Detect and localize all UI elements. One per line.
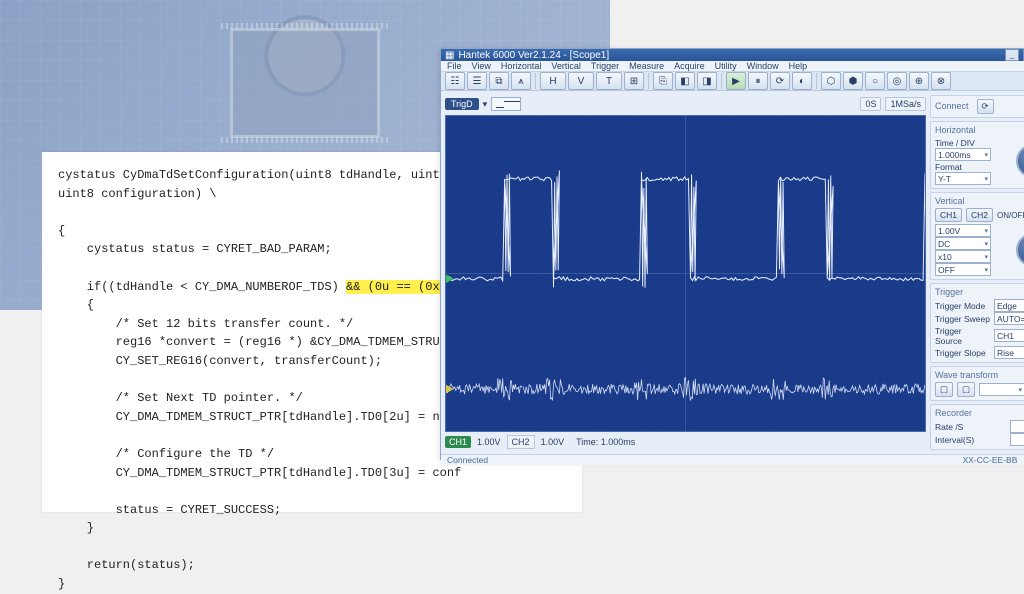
menu-item[interactable]: Acquire: [674, 61, 705, 71]
menu-item[interactable]: Utility: [715, 61, 737, 71]
code-line: }: [58, 577, 65, 591]
code-line: /* Set 12 bits transfer count. */: [58, 317, 353, 331]
bw-select[interactable]: OFF: [935, 263, 991, 276]
code-line: /* Configure the TD */: [58, 447, 274, 461]
toolbar-button[interactable]: ◧: [675, 72, 695, 90]
menu-item[interactable]: Trigger: [591, 61, 619, 71]
code-line: return(status);: [58, 558, 195, 572]
vertical-panel: Vertical CH1 CH2 ON/OFF 1.00V DC x10 OFF: [930, 192, 1024, 280]
waveform-footer: CH1 1.00V CH2 1.00V Time: 1.000ms: [445, 434, 926, 450]
menu-item[interactable]: Horizontal: [501, 61, 542, 71]
timebase-label: Time: 1.000ms: [576, 437, 635, 447]
toolbar-button[interactable]: ☰: [467, 72, 487, 90]
code-line: cystatus status = CYRET_BAD_PARAM;: [58, 242, 332, 256]
status-bar: Connected XX-CC-EE-BB 29.4M: [441, 454, 1024, 465]
toolbar-button[interactable]: ◐: [792, 72, 812, 90]
trigger-panel: Trigger Trigger ModeEdge Trigger SweepAU…: [930, 283, 1024, 363]
waveform-display[interactable]: [445, 115, 926, 432]
trigger-sweep-select[interactable]: AUTO=Au: [994, 312, 1024, 325]
toolbar-button[interactable]: T: [596, 72, 622, 90]
ch1-volts: 1.00V: [477, 437, 501, 447]
connect-panel: Connect ⟳: [930, 95, 1024, 118]
menu-item[interactable]: Vertical: [551, 61, 581, 71]
ch2-button[interactable]: CH2: [966, 208, 993, 222]
recorder-panel: Recorder Rate /S Interval(S): [930, 404, 1024, 450]
timebase-select[interactable]: 1.000ms: [935, 148, 991, 161]
ch2-tag: CH2: [507, 435, 535, 449]
code-line: CY_SET_REG16(convert, transferCount);: [58, 354, 382, 368]
code-line: {: [58, 224, 65, 238]
oscilloscope-window: ▦ Hantek 6000 Ver2.1.24 - [Scope1] _ ▭ ×…: [440, 48, 1024, 460]
code-line: cystatus CyDmaTdSetConfiguration(uint8 t…: [58, 168, 454, 182]
wave-btn[interactable]: ▢: [935, 382, 953, 397]
toolbar-button[interactable]: ⩚: [511, 72, 531, 90]
rate-input[interactable]: [1010, 420, 1024, 433]
toolbar-button[interactable]: ⊗: [931, 72, 951, 90]
trigger-slope-select[interactable]: Rise: [994, 346, 1024, 359]
trigger-mode-select[interactable]: Edge: [994, 299, 1024, 312]
toolbar-button[interactable]: V: [568, 72, 594, 90]
pcb-chip-socket: [230, 28, 380, 138]
trigger-source-select[interactable]: CH1: [994, 329, 1024, 342]
code-line: CY_DMA_TDMEM_STRUCT_PTR[tdHandle].TD0[2u…: [58, 410, 461, 424]
toolbar-button[interactable]: ◨: [697, 72, 717, 90]
minimize-button[interactable]: _: [1005, 49, 1019, 61]
status-id: XX-CC-EE-BB: [963, 455, 1018, 465]
menu-item[interactable]: Help: [789, 61, 808, 71]
horizontal-knob[interactable]: [1016, 144, 1024, 178]
pause-button[interactable]: ⏸: [748, 72, 768, 90]
menu-item[interactable]: Window: [747, 61, 779, 71]
toolbar-button[interactable]: ⎘: [653, 72, 673, 90]
vertical-knob[interactable]: [1016, 233, 1024, 267]
code-line: uint8 configuration) \: [58, 187, 216, 201]
menu-item[interactable]: View: [472, 61, 491, 71]
toolbar-button[interactable]: H: [540, 72, 566, 90]
toolbar-button[interactable]: ⊞: [624, 72, 644, 90]
coupling-select[interactable]: DC: [935, 237, 991, 250]
wave-btn[interactable]: ▢: [957, 382, 975, 397]
code-line: CY_DMA_TDMEM_STRUCT_PTR[tdHandle].TD0[3u…: [58, 466, 461, 480]
trigger-shape-icon: [491, 97, 521, 111]
chevron-down-icon[interactable]: ▾: [483, 99, 488, 110]
window-title: Hantek 6000 Ver2.1.24 - [Scope1]: [458, 50, 609, 61]
play-button[interactable]: ▶: [726, 72, 746, 90]
wave-transform-panel: Wave transform ▢ ▢: [930, 366, 1024, 401]
toolbar-button[interactable]: ○: [865, 72, 885, 90]
code-line: /* Set Next TD pointer. */: [58, 391, 303, 405]
code-line: if((tdHandle < CY_DMA_NUMBEROF_TDS) && (…: [58, 280, 461, 294]
code-line: reg16 *convert = (reg16 *) &CY_DMA_TDMEM…: [58, 335, 461, 349]
code-line: {: [58, 298, 94, 312]
volt-select[interactable]: 1.00V: [935, 224, 991, 237]
status-text: Connected: [447, 455, 488, 465]
interval-input[interactable]: [1010, 433, 1024, 446]
toolbar-button[interactable]: ⟳: [770, 72, 790, 90]
connect-button[interactable]: ⟳: [977, 99, 994, 114]
trigger-position: 0S: [860, 97, 881, 111]
sample-rate: 1MSa/s: [885, 97, 926, 111]
code-line: status = CYRET_SUCCESS;: [58, 503, 281, 517]
toolbar-button[interactable]: ⬡: [821, 72, 841, 90]
ch2-volts: 1.00V: [541, 437, 565, 447]
probe-select[interactable]: x10: [935, 250, 991, 263]
trigger-tag[interactable]: TrigD: [445, 98, 479, 110]
toolbar-button[interactable]: ☷: [445, 72, 465, 90]
toolbar-button[interactable]: ⧉: [489, 72, 509, 90]
format-select[interactable]: Y-T: [935, 172, 991, 185]
code-line: }: [58, 521, 94, 535]
ch1-button[interactable]: CH1: [935, 208, 962, 222]
window-titlebar[interactable]: ▦ Hantek 6000 Ver2.1.24 - [Scope1] _ ▭ ×: [441, 49, 1024, 61]
menu-bar: File View Horizontal Vertical Trigger Me…: [441, 61, 1024, 72]
menu-item[interactable]: File: [447, 61, 462, 71]
ch1-tag: CH1: [445, 436, 471, 448]
horizontal-panel: Horizontal Time / DIV 1.000ms Format Y-T: [930, 121, 1024, 189]
toolbar-button[interactable]: ⬢: [843, 72, 863, 90]
wave-select[interactable]: [979, 383, 1024, 396]
menu-item[interactable]: Measure: [629, 61, 664, 71]
toolbar-button[interactable]: ⊕: [909, 72, 929, 90]
waveform-header: TrigD ▾ 0S 1MSa/s: [445, 95, 926, 113]
toolbar: ☷ ☰ ⧉ ⩚ H V T ⊞ ⎘ ◧ ◨ ▶ ⏸ ⟳ ◐ ⬡ ⬢ ○ ◎ ⊕ …: [441, 72, 1024, 91]
toolbar-button[interactable]: ◎: [887, 72, 907, 90]
control-column: Connect ⟳ Horizontal Time / DIV 1.000ms …: [930, 95, 1024, 450]
app-icon: ▦: [445, 50, 454, 61]
